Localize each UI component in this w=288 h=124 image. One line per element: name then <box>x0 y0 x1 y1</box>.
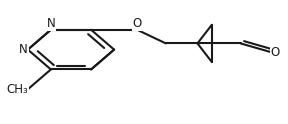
Text: N: N <box>46 17 55 30</box>
Text: O: O <box>132 17 142 30</box>
Text: O: O <box>271 46 280 59</box>
Text: CH₃: CH₃ <box>6 83 28 96</box>
Text: N: N <box>19 43 28 56</box>
